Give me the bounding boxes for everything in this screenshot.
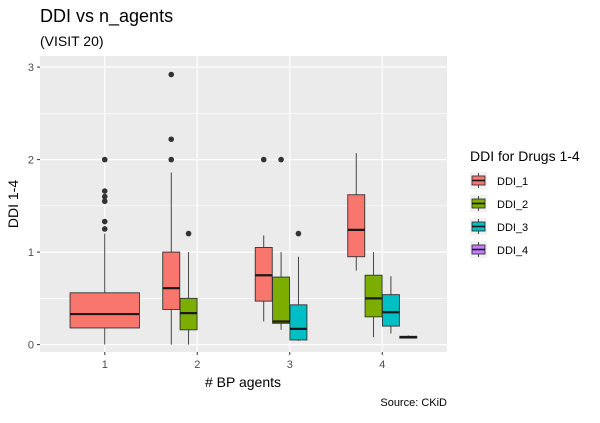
box-body [272,276,291,324]
outlier-point [168,71,175,78]
box-ddi-4-cat-4 [399,335,418,339]
x-tick-label: 3 [287,359,293,371]
y-tick-label: 1 [28,247,34,259]
legend-item-ddi-3: DDI_3 [470,218,528,235]
outlier-point [101,193,108,200]
box-body [364,274,383,318]
outlier-point [101,156,108,163]
box-ddi-2-cat-2 [179,230,198,345]
outlier-point [185,230,192,237]
chart-title: DDI vs n_agents [40,6,173,27]
box-body [289,304,308,341]
box-body [381,294,400,327]
y-tick-label: 2 [28,155,34,167]
y-axis-label: DDI 1-4 [5,180,21,228]
box-body [69,292,140,329]
outlier-point [278,156,284,163]
legend: DDI for Drugs 1-4 DDI_1 DDI_2 DDI_3 DDI_4 [470,148,580,258]
box-ddi-1-cat-2 [162,71,181,345]
x-tick-label: 4 [379,359,385,371]
legend-label: DDI_1 [497,176,528,188]
box-ddi-3-cat-3 [289,230,308,341]
outlier-point [101,188,108,194]
outlier-point [101,198,108,205]
y-tick-label: 3 [28,62,34,74]
box-ddi-1-cat-4 [347,153,366,271]
chart-caption: Source: CKiD [380,397,447,409]
outlier-point [295,230,302,237]
box-body [162,251,181,310]
box-body [347,194,366,258]
legend-item-ddi-2: DDI_2 [470,195,528,212]
outlier-point [260,156,267,163]
box-ddi-2-cat-3 [272,156,291,330]
box-layer [69,71,418,345]
legend-label: DDI_3 [497,222,528,234]
outlier-point [101,226,108,232]
chart-subtitle: (VISIT 20) [40,33,104,49]
legend-item-ddi-1: DDI_1 [470,172,528,189]
x-axis-label: # BP agents [205,374,281,390]
axes: 0 1 2 3 1 2 3 4 [28,62,385,371]
outlier-point [168,156,175,163]
box-ddi-1-cat-3 [254,156,273,322]
x-tick-label: 2 [194,359,200,371]
y-tick-label: 0 [28,340,34,352]
outlier-point [101,218,108,225]
outlier-point [168,136,175,143]
box-ddi-3-cat-4 [381,276,400,334]
legend-label: DDI_2 [497,199,528,211]
legend-label: DDI_4 [497,245,528,257]
box-ddi-1-cat-1 [69,156,140,345]
legend-title: DDI for Drugs 1-4 [470,148,580,164]
x-tick-label: 1 [102,359,108,371]
legend-item-ddi-4: DDI_4 [470,241,528,258]
